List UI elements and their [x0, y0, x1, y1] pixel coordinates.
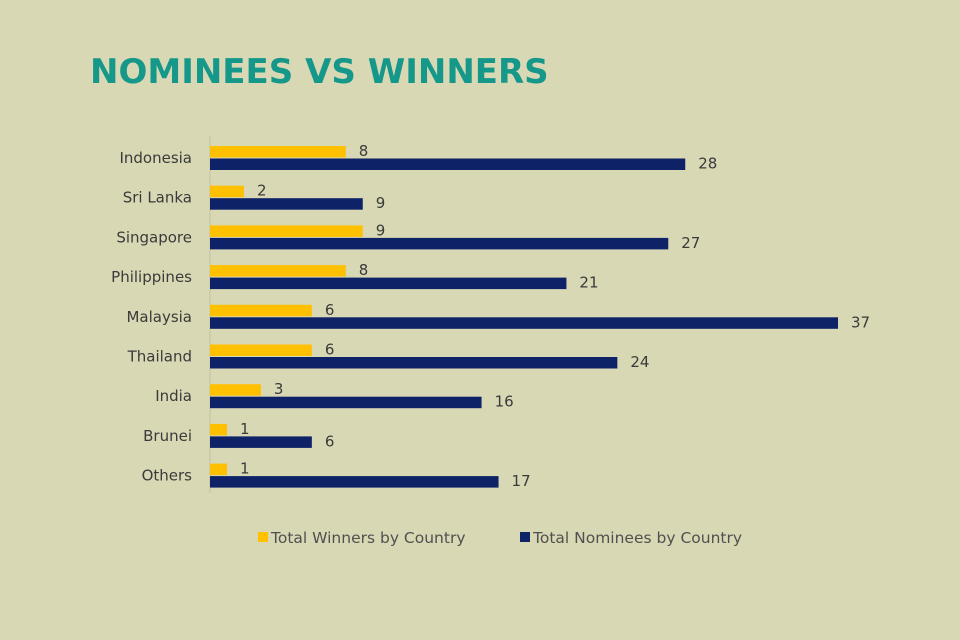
data-label: 16: [495, 393, 514, 411]
category-label: Malaysia: [126, 308, 192, 326]
bar-nominees: [210, 277, 567, 290]
data-label: 28: [698, 155, 717, 173]
data-label: 6: [325, 301, 335, 319]
category-label: Thailand: [127, 348, 192, 366]
bar-nominees: [210, 396, 482, 409]
data-label: 1: [240, 420, 250, 438]
data-label: 8: [359, 142, 369, 160]
bar-nominees: [210, 237, 669, 250]
category-label: India: [155, 387, 192, 405]
bar-winners: [210, 463, 227, 476]
bar-nominees: [210, 436, 312, 448]
data-label: 2: [257, 182, 267, 200]
bar-winners: [210, 185, 244, 198]
category-label: Others: [142, 467, 193, 485]
bar-nominees: [210, 357, 618, 369]
data-label: 17: [512, 472, 531, 490]
category-label: Brunei: [143, 427, 192, 445]
data-label: 1: [240, 460, 250, 478]
data-label: 9: [376, 194, 386, 212]
data-label: 8: [359, 261, 369, 279]
data-label: 3: [274, 380, 284, 398]
legend-label: Total Winners by Country: [270, 529, 466, 547]
category-label: Sri Lanka: [123, 189, 192, 207]
bar-winners: [210, 146, 346, 158]
data-label: 37: [851, 313, 870, 331]
legend-swatch: [258, 532, 268, 542]
legend-swatch: [520, 532, 530, 542]
data-label: 27: [681, 234, 700, 252]
bar-winners: [210, 344, 312, 356]
bar-winners: [210, 225, 363, 237]
bar-nominees: [210, 476, 499, 488]
bar-winners: [210, 384, 261, 396]
legend-label: Total Nominees by Country: [532, 529, 742, 547]
bar-winners: [210, 304, 312, 317]
data-label: 6: [325, 341, 335, 359]
bar-winners: [210, 423, 227, 436]
data-label: 21: [579, 274, 598, 292]
data-label: 24: [630, 353, 649, 371]
data-label: 6: [325, 432, 335, 450]
category-label: Indonesia: [119, 149, 192, 167]
bar-nominees: [210, 158, 686, 170]
data-label: 9: [376, 221, 386, 239]
chart-title: NOMINEES VS WINNERS: [90, 52, 549, 92]
category-label: Singapore: [116, 228, 192, 246]
category-label: Philippines: [111, 268, 192, 286]
bar-winners: [210, 265, 346, 277]
bar-nominees: [210, 198, 363, 210]
bar-nominees: [210, 317, 838, 329]
